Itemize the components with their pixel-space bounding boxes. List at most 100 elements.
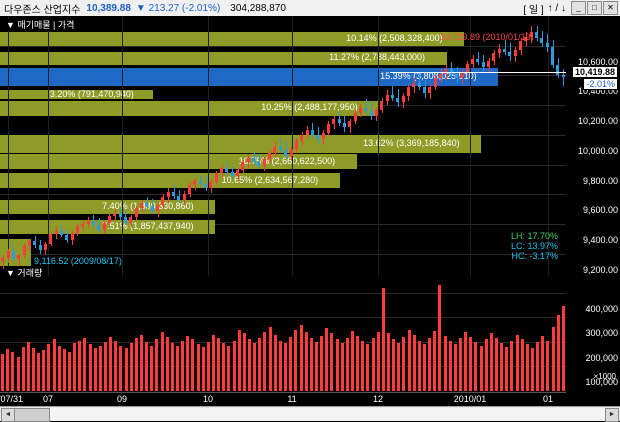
volume-bar	[217, 338, 220, 391]
candle-body	[375, 109, 378, 116]
candle-body	[295, 140, 298, 149]
minimize-button[interactable]: _	[571, 1, 586, 15]
candle-body	[322, 133, 325, 140]
candle-body	[551, 47, 554, 66]
stat-hc: HC: -3.17%	[511, 251, 558, 261]
volume-bar	[510, 340, 513, 391]
candle-body	[343, 122, 346, 128]
candle-body	[193, 180, 196, 185]
price-axis-tick: 10,000.00	[577, 145, 618, 156]
chart-canvas[interactable]: 10.14% (2,508,328,400) 11.27% (2,788,443,…	[0, 16, 620, 406]
volume-bar	[181, 340, 184, 391]
volume-bar	[305, 332, 308, 391]
candle-body	[354, 112, 357, 121]
x-axis-tick: 2010/01	[453, 394, 487, 404]
current-price: 10,389.88	[86, 2, 131, 14]
candle-wick	[19, 253, 20, 266]
candle-body	[370, 111, 373, 116]
scroll-track[interactable]	[14, 408, 606, 420]
maximize-button[interactable]: □	[587, 1, 602, 15]
volume-bar	[191, 339, 194, 391]
horizontal-scrollbar[interactable]: ◄ ►	[0, 406, 620, 422]
volume-bar	[233, 340, 236, 391]
volume-bar	[516, 334, 519, 391]
volume-bar	[397, 343, 400, 391]
volume-bar	[279, 340, 282, 391]
candle-body	[199, 180, 202, 184]
high-annotation: 10,729.89 (2010/01/19)	[440, 32, 534, 42]
title-bar: 다우존스 산업지수 10,389.88 ▼ 213.27 (-2.01%) 30…	[0, 0, 620, 17]
volume-bar	[500, 343, 503, 391]
nav-arrows[interactable]: ↑ / ↓	[547, 2, 566, 14]
candle-body	[183, 193, 186, 201]
candle-body	[460, 71, 463, 79]
candle-body	[161, 197, 164, 206]
period-selector[interactable]: [ 일 ]	[523, 4, 544, 16]
candle-wick	[505, 39, 506, 55]
candle-body	[546, 42, 549, 48]
volume-bar	[222, 343, 225, 391]
candle-body	[311, 130, 314, 135]
supply-zone-label: 10.75% (2,660,622,500)	[238, 155, 336, 166]
candle-body	[92, 221, 95, 225]
volume-bar	[546, 340, 549, 391]
price-axis-tick: 9,400.00	[582, 235, 618, 245]
volume-bar	[289, 336, 292, 391]
supply-zone	[0, 51, 448, 66]
month-gridline	[548, 16, 549, 276]
volume-bar	[361, 340, 364, 391]
volume-bar	[541, 335, 544, 391]
candle-body	[273, 146, 276, 153]
volume-bar	[248, 339, 251, 391]
candle-body	[17, 255, 20, 259]
volume-bar	[413, 334, 416, 391]
candle-body	[28, 241, 31, 247]
volume-plot[interactable]	[0, 278, 566, 391]
candle-body	[60, 230, 63, 236]
price-change: ▼ 213.27 (-2.01%)	[135, 2, 221, 14]
volume-bar	[186, 335, 189, 391]
supply-zone-label: 7.51% (1,857,437,940)	[102, 220, 194, 231]
price-plot[interactable]: 10.14% (2,508,328,400) 11.27% (2,788,443,…	[0, 16, 566, 276]
supply-zone-label: 11.27% (2,788,443,000)	[329, 52, 426, 63]
candle-body	[530, 32, 533, 37]
candle-body	[113, 213, 116, 216]
volume-bar	[37, 352, 40, 391]
volume-bar	[114, 340, 117, 391]
volume-bar	[109, 336, 112, 391]
candle-body	[562, 75, 565, 78]
month-gridline	[122, 16, 123, 276]
volume-bar	[562, 306, 565, 391]
candle-wick	[371, 102, 372, 120]
volume-bar	[243, 333, 246, 391]
candle-body	[71, 232, 74, 241]
candle-body	[359, 108, 362, 113]
volume-bar	[351, 330, 354, 391]
volume-bar	[459, 338, 462, 391]
close-button[interactable]: ✕	[603, 1, 618, 15]
volume-bar	[408, 329, 411, 391]
candle-body	[65, 235, 68, 241]
volume-bar	[155, 339, 158, 391]
volume-bar	[263, 332, 266, 391]
candle-body	[156, 205, 159, 211]
supply-zone	[0, 238, 32, 266]
x-axis-tick: 01	[542, 394, 554, 404]
volume-bar	[310, 338, 313, 391]
candle-body	[87, 221, 90, 224]
candle-body	[151, 206, 154, 211]
volume-bar	[73, 343, 76, 391]
candle-body	[23, 246, 26, 256]
candle-wick	[478, 51, 479, 66]
candle-body	[519, 41, 522, 51]
candle-body	[439, 73, 442, 79]
volume-bar	[392, 339, 395, 391]
candle-body	[412, 82, 415, 88]
candle-body	[177, 195, 180, 201]
candle-body	[209, 181, 212, 189]
volume-bar	[1, 354, 4, 391]
x-axis-tick: 10	[202, 394, 214, 404]
volume-bar	[557, 314, 560, 391]
candle-body	[338, 118, 341, 123]
volume-bar	[135, 338, 138, 391]
